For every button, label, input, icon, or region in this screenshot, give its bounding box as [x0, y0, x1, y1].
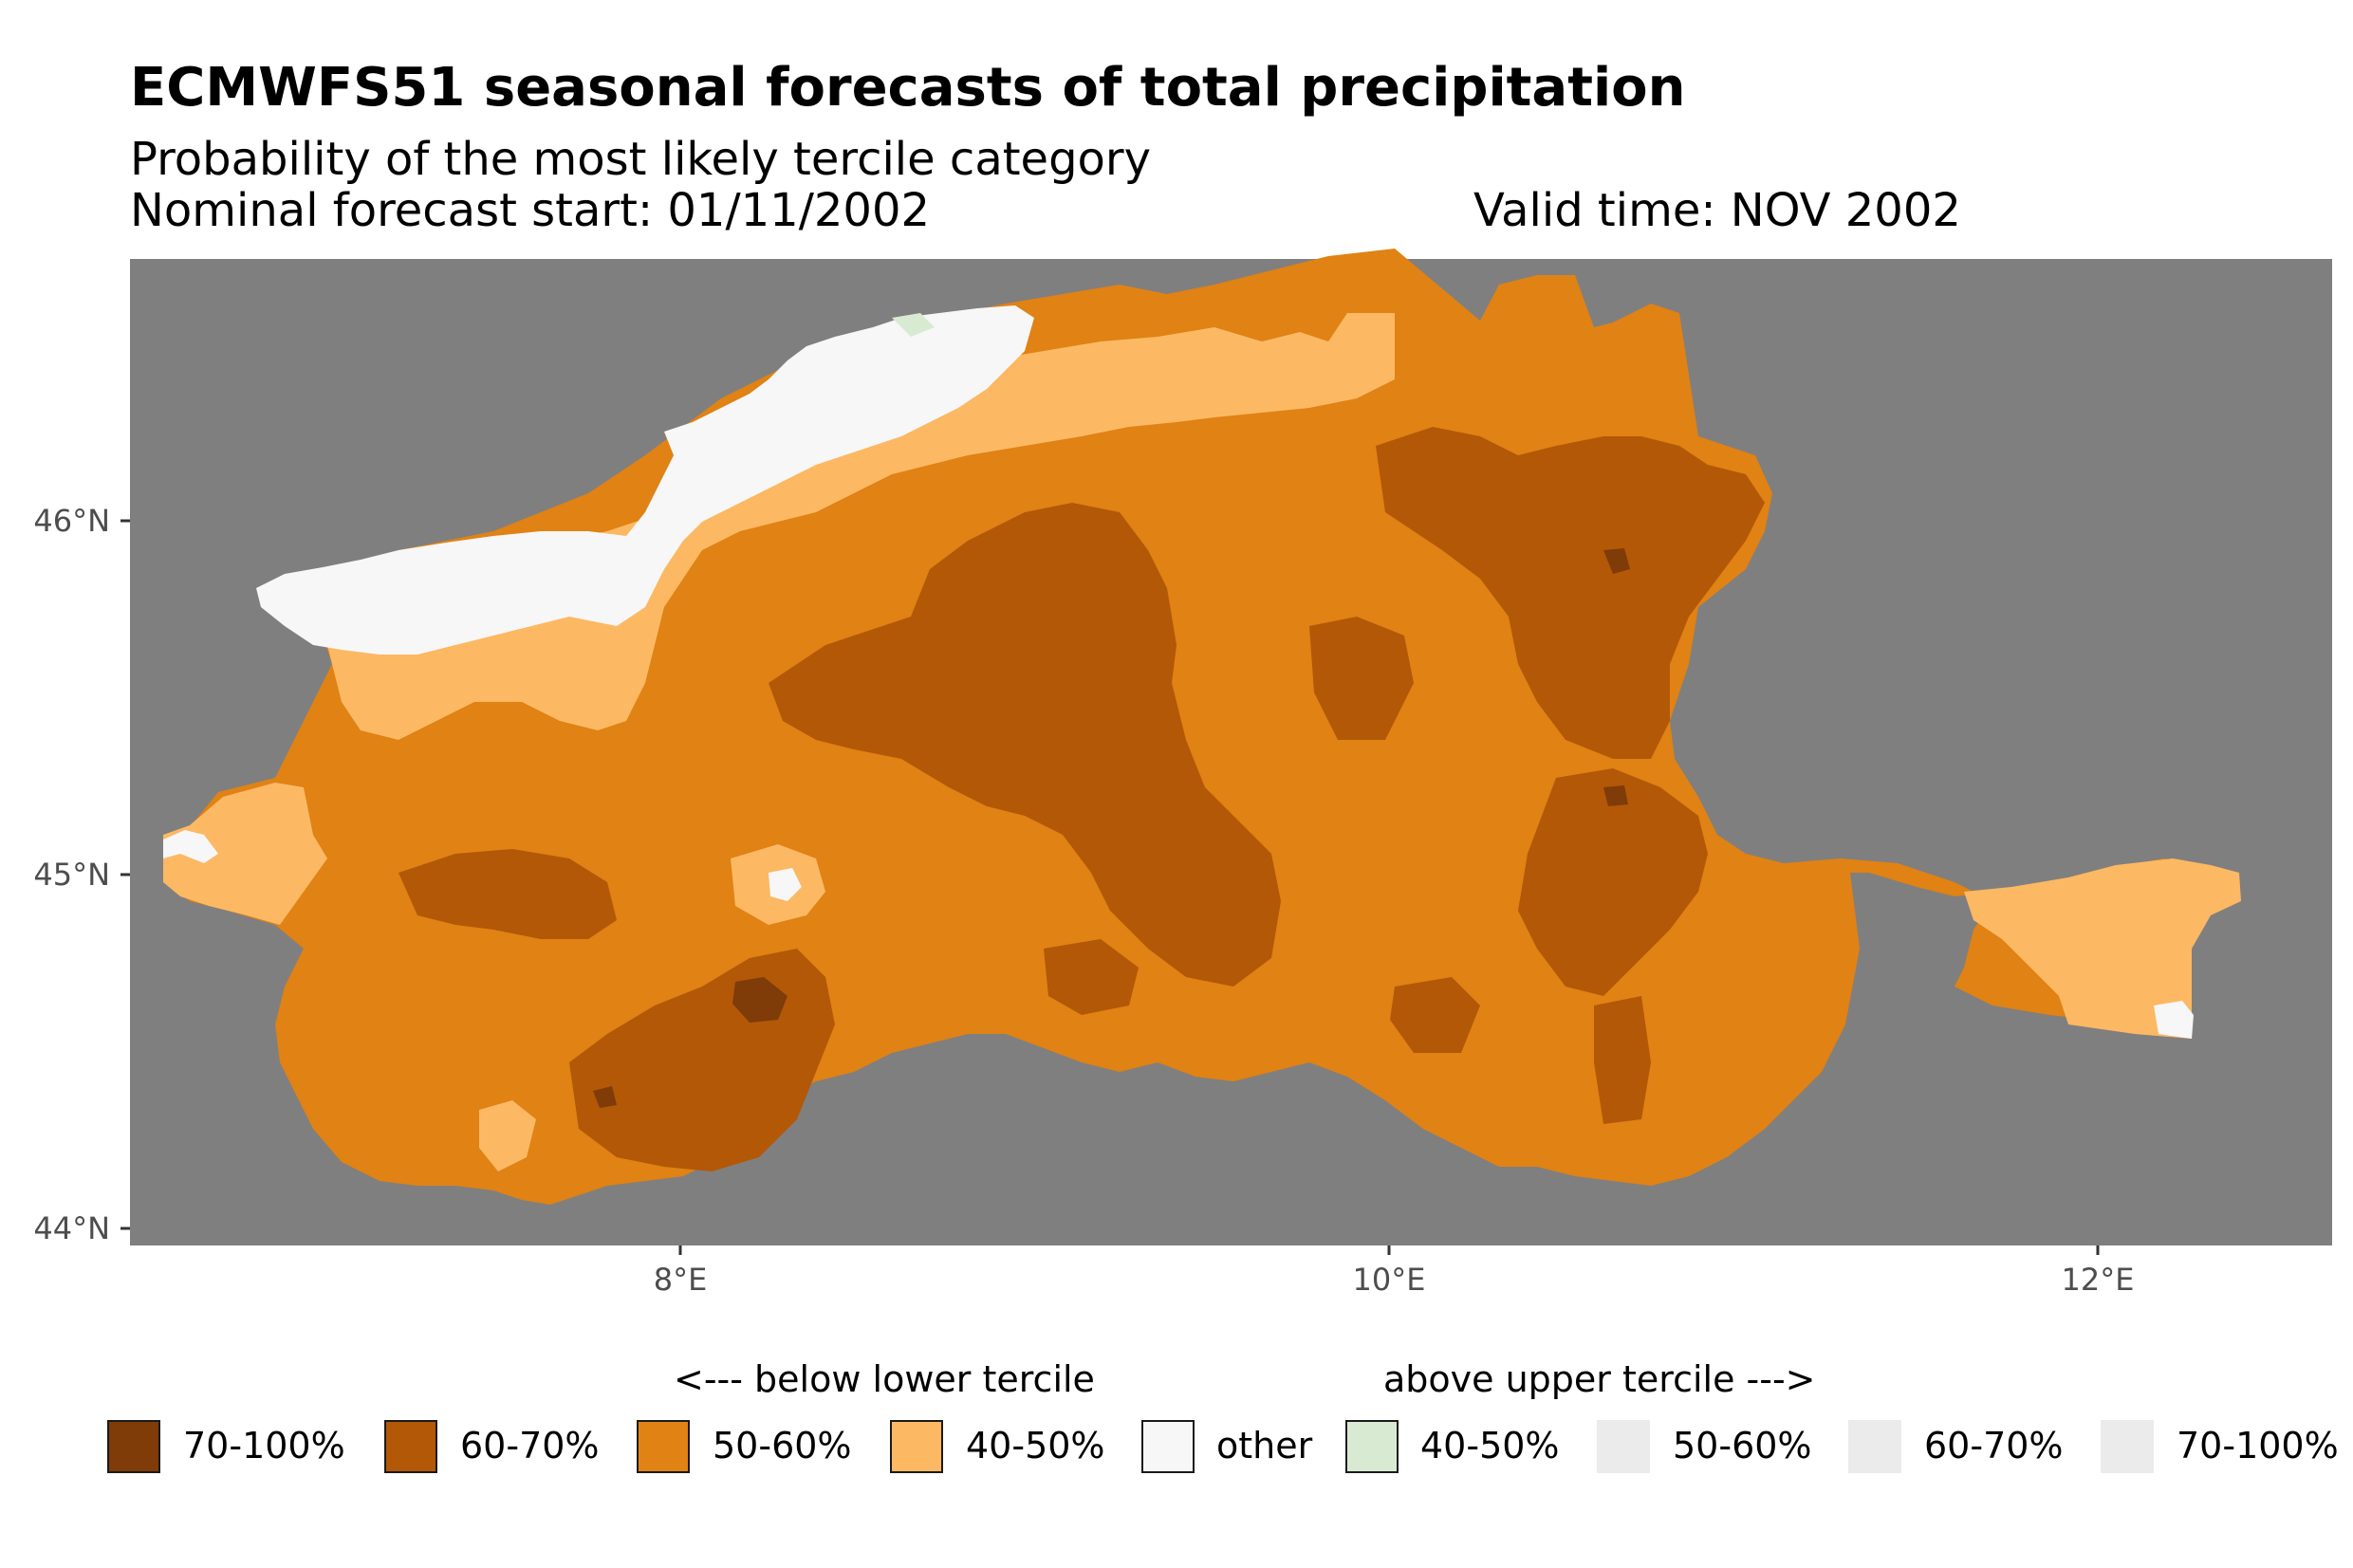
map-title: ECMWFS51 seasonal forecasts of total pre…	[130, 57, 1686, 119]
legend-key-other	[1141, 1420, 1195, 1473]
legend-label-below-40-50: 40-50%	[966, 1425, 1105, 1467]
region-60-70-below-east	[1518, 768, 1708, 996]
forecast-start-label: Nominal forecast start: 01/11/2002	[130, 184, 931, 237]
legend-label-below-70-100: 70-100%	[183, 1425, 345, 1467]
x-tick-label-10: 10°E	[1352, 1262, 1426, 1298]
region-other-center	[769, 868, 802, 901]
legend-label-other: other	[1216, 1425, 1313, 1467]
region-60-70-below-south-center	[1044, 939, 1139, 1015]
region-other-east	[2154, 1001, 2194, 1039]
region-60-70-below-north-patch	[1309, 617, 1414, 740]
region-60-70-below-south-patch	[1390, 977, 1480, 1053]
legend-key-below-70-100	[107, 1420, 160, 1473]
region-70-100-below-4	[593, 1086, 617, 1108]
region-40-50-below-west	[163, 783, 327, 925]
legend-key-below-60-70	[384, 1420, 437, 1473]
x-tick-label-8: 8°E	[653, 1262, 708, 1298]
legend-label-above-50-60: 50-60%	[1673, 1425, 1812, 1467]
y-tick-label-44: 44°N	[33, 1210, 110, 1246]
region-40-50-below-south	[479, 1100, 536, 1171]
map-subtitle: Probability of the most likely tercile c…	[130, 133, 1152, 186]
region-40-50-below-east	[1964, 858, 2241, 1039]
region-60-70-below-west	[398, 849, 617, 939]
region-70-100-below-3	[1603, 785, 1628, 806]
region-70-100-below-2	[1603, 548, 1630, 574]
legend-key-below-50-60	[637, 1420, 690, 1473]
legend-below-title: <--- below lower tercile	[674, 1358, 1095, 1400]
valid-time-label: Valid time: NOV 2002	[1473, 184, 1961, 237]
region-70-100-below-1	[732, 977, 787, 1023]
x-tick-label-12: 12°E	[2061, 1262, 2135, 1298]
region-60-70-below-southeast	[1594, 996, 1651, 1124]
y-axis-ticks	[120, 519, 130, 1230]
region-40-50-above	[892, 313, 935, 337]
legend-label-below-50-60: 50-60%	[713, 1425, 852, 1467]
legend-key-above-60-70	[1848, 1420, 1901, 1473]
region-other-north	[256, 305, 1034, 655]
legend-key-above-50-60	[1597, 1420, 1650, 1473]
region-other-west	[163, 830, 218, 863]
legend-key-below-40-50	[890, 1420, 943, 1473]
x-axis-ticks	[678, 1245, 2100, 1255]
legend-label-below-60-70: 60-70%	[460, 1425, 600, 1467]
legend-key-above-70-100	[2101, 1420, 2154, 1473]
legend-key-above-40-50	[1345, 1420, 1399, 1473]
legend-label-above-70-100: 70-100%	[2177, 1425, 2339, 1467]
legend-label-above-60-70: 60-70%	[1924, 1425, 2064, 1467]
y-tick-label-46: 46°N	[33, 503, 110, 539]
region-40-50-below-north	[323, 313, 1395, 740]
y-tick-label-45: 45°N	[33, 857, 110, 893]
region-60-70-below-center	[769, 503, 1281, 987]
region-60-70-below-northeast	[1376, 427, 1765, 759]
legend-label-above-40-50: 40-50%	[1420, 1425, 1560, 1467]
legend-above-title: above upper tercile --->	[1383, 1358, 1816, 1400]
